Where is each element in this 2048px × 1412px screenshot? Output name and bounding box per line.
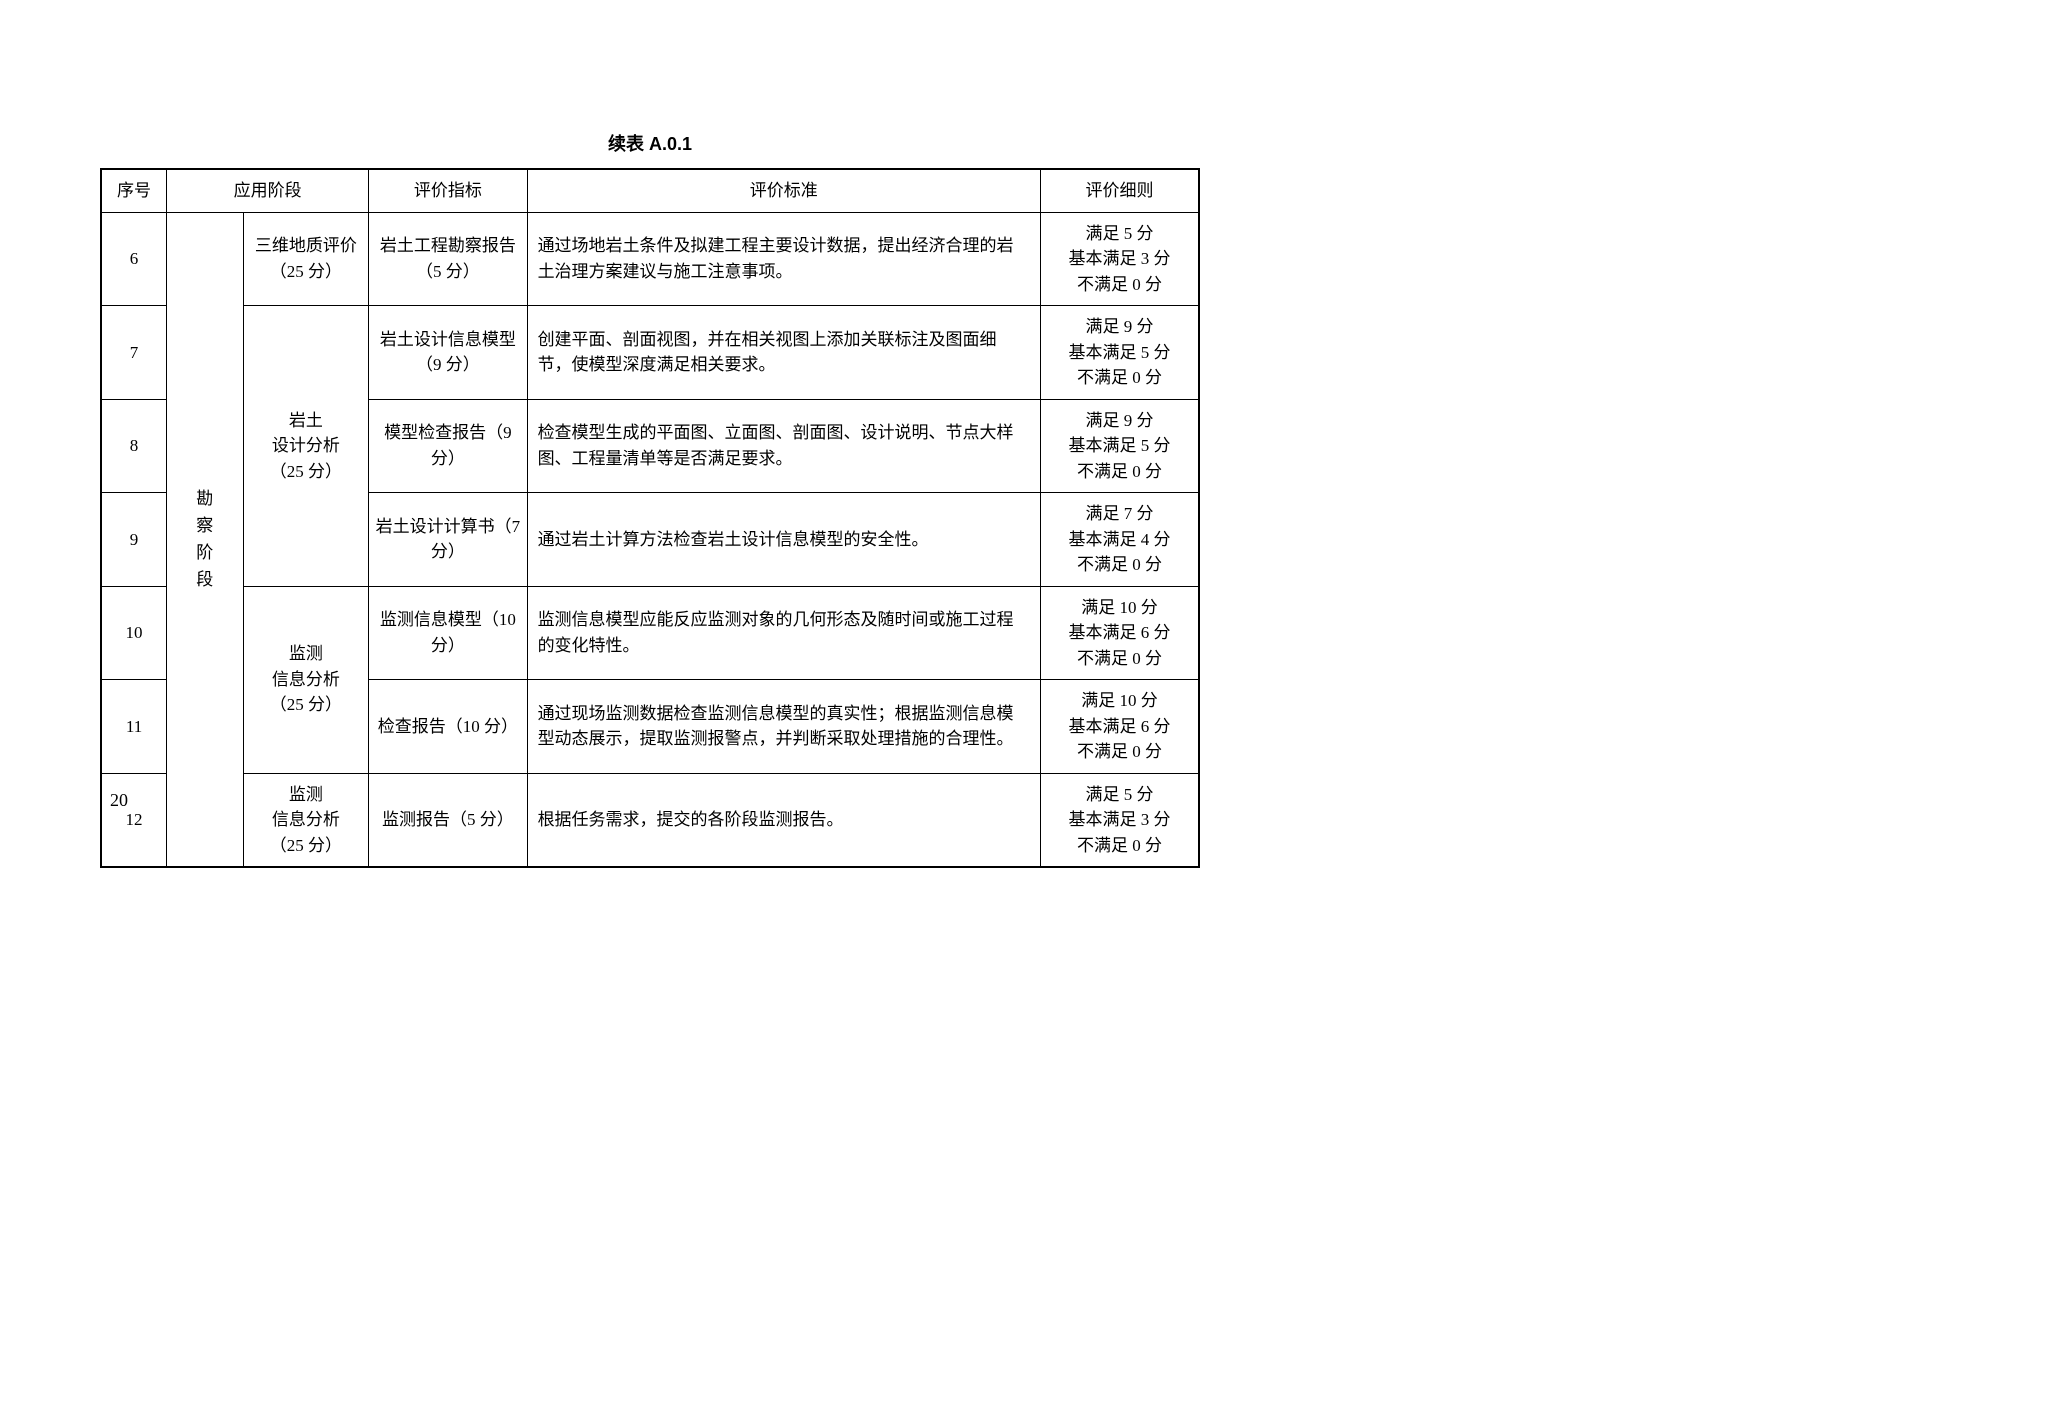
cell-indicator: 岩土设计计算书（7 分）: [369, 493, 527, 587]
cell-indicator: 监测报告（5 分）: [369, 773, 527, 867]
rule-line: 满足 9 分: [1047, 408, 1192, 434]
cell-group: 岩土 设计分析 （25 分）: [243, 306, 369, 587]
rule-line: 满足 10 分: [1047, 688, 1192, 714]
cell-standard: 检查模型生成的平面图、立面图、剖面图、设计说明、节点大样图、工程量清单等是否满足…: [527, 399, 1040, 493]
cell-seq: 9: [101, 493, 167, 587]
col-header-indicator: 评价指标: [369, 169, 527, 212]
rule-line: 基本满足 5 分: [1047, 340, 1192, 366]
cell-seq: 6: [101, 212, 167, 306]
rule-line: 基本满足 3 分: [1047, 807, 1192, 833]
phase-label: 勘察阶段: [196, 485, 213, 594]
rule-line: 满足 7 分: [1047, 501, 1192, 527]
rule-line: 满足 5 分: [1047, 782, 1192, 808]
rule-line: 不满足 0 分: [1047, 646, 1192, 672]
cell-seq: 10: [101, 586, 167, 680]
rule-line: 不满足 0 分: [1047, 552, 1192, 578]
table-row: 12 监测 信息分析 （25 分） 监测报告（5 分） 根据任务需求，提交的各阶…: [101, 773, 1199, 867]
document-page: 续表 A.0.1 序号 应用阶段 评价指标 评价标准 评价细则 6 勘察阶段 三…: [100, 130, 1200, 868]
cell-seq: 11: [101, 680, 167, 774]
group-label: 岩土 设计分析 （25 分）: [270, 411, 342, 481]
cell-standard: 通过场地岩土条件及拟建工程主要设计数据，提出经济合理的岩土治理方案建议与施工注意…: [527, 212, 1040, 306]
cell-group: 三维地质评价（25 分）: [243, 212, 369, 306]
table-row: 7 岩土 设计分析 （25 分） 岩土设计信息模型（9 分） 创建平面、剖面视图…: [101, 306, 1199, 400]
rule-line: 不满足 0 分: [1047, 459, 1192, 485]
rule-line: 不满足 0 分: [1047, 739, 1192, 765]
col-header-rule: 评价细则: [1041, 169, 1199, 212]
col-header-standard: 评价标准: [527, 169, 1040, 212]
rule-line: 基本满足 6 分: [1047, 620, 1192, 646]
col-header-seq: 序号: [101, 169, 167, 212]
col-header-phase: 应用阶段: [167, 169, 369, 212]
cell-seq: 8: [101, 399, 167, 493]
rule-line: 基本满足 4 分: [1047, 527, 1192, 553]
rule-line: 不满足 0 分: [1047, 272, 1192, 298]
cell-rule: 满足 10 分 基本满足 6 分 不满足 0 分: [1041, 680, 1199, 774]
cell-rule: 满足 9 分 基本满足 5 分 不满足 0 分: [1041, 306, 1199, 400]
rule-line: 基本满足 3 分: [1047, 246, 1192, 272]
table-caption: 续表 A.0.1: [100, 130, 1200, 156]
cell-seq: 12: [101, 773, 167, 867]
rule-line: 满足 5 分: [1047, 221, 1192, 247]
cell-standard: 监测信息模型应能反应监测对象的几何形态及随时间或施工过程的变化特性。: [527, 586, 1040, 680]
rule-line: 满足 9 分: [1047, 314, 1192, 340]
cell-phase: 勘察阶段: [167, 212, 243, 867]
table-row: 10 监测 信息分析 （25 分） 监测信息模型（10 分） 监测信息模型应能反…: [101, 586, 1199, 680]
rule-line: 基本满足 5 分: [1047, 433, 1192, 459]
cell-indicator: 岩土工程勘察报告（5 分）: [369, 212, 527, 306]
cell-indicator: 监测信息模型（10 分）: [369, 586, 527, 680]
cell-group: 监测 信息分析 （25 分）: [243, 586, 369, 773]
evaluation-table: 序号 应用阶段 评价指标 评价标准 评价细则 6 勘察阶段 三维地质评价（25 …: [100, 168, 1200, 868]
rule-line: 不满足 0 分: [1047, 365, 1192, 391]
rule-line: 不满足 0 分: [1047, 833, 1192, 859]
cell-group: 监测 信息分析 （25 分）: [243, 773, 369, 867]
cell-standard: 通过现场监测数据检查监测信息模型的真实性；根据监测信息模型动态展示，提取监测报警…: [527, 680, 1040, 774]
cell-indicator: 模型检查报告（9 分）: [369, 399, 527, 493]
cell-standard: 通过岩土计算方法检查岩土设计信息模型的安全性。: [527, 493, 1040, 587]
cell-rule: 满足 9 分 基本满足 5 分 不满足 0 分: [1041, 399, 1199, 493]
table-header-row: 序号 应用阶段 评价指标 评价标准 评价细则: [101, 169, 1199, 212]
cell-seq: 7: [101, 306, 167, 400]
cell-indicator: 检查报告（10 分）: [369, 680, 527, 774]
rule-line: 基本满足 6 分: [1047, 714, 1192, 740]
table-row: 6 勘察阶段 三维地质评价（25 分） 岩土工程勘察报告（5 分） 通过场地岩土…: [101, 212, 1199, 306]
group-label: 监测 信息分析 （25 分）: [270, 644, 342, 714]
page-number: 20: [110, 790, 128, 811]
rule-line: 满足 10 分: [1047, 595, 1192, 621]
cell-rule: 满足 7 分 基本满足 4 分 不满足 0 分: [1041, 493, 1199, 587]
cell-indicator: 岩土设计信息模型（9 分）: [369, 306, 527, 400]
cell-standard: 创建平面、剖面视图，并在相关视图上添加关联标注及图面细节，使模型深度满足相关要求…: [527, 306, 1040, 400]
group-label: 监测 信息分析 （25 分）: [270, 785, 342, 855]
cell-rule: 满足 5 分 基本满足 3 分 不满足 0 分: [1041, 212, 1199, 306]
cell-rule: 满足 10 分 基本满足 6 分 不满足 0 分: [1041, 586, 1199, 680]
cell-standard: 根据任务需求，提交的各阶段监测报告。: [527, 773, 1040, 867]
cell-rule: 满足 5 分 基本满足 3 分 不满足 0 分: [1041, 773, 1199, 867]
